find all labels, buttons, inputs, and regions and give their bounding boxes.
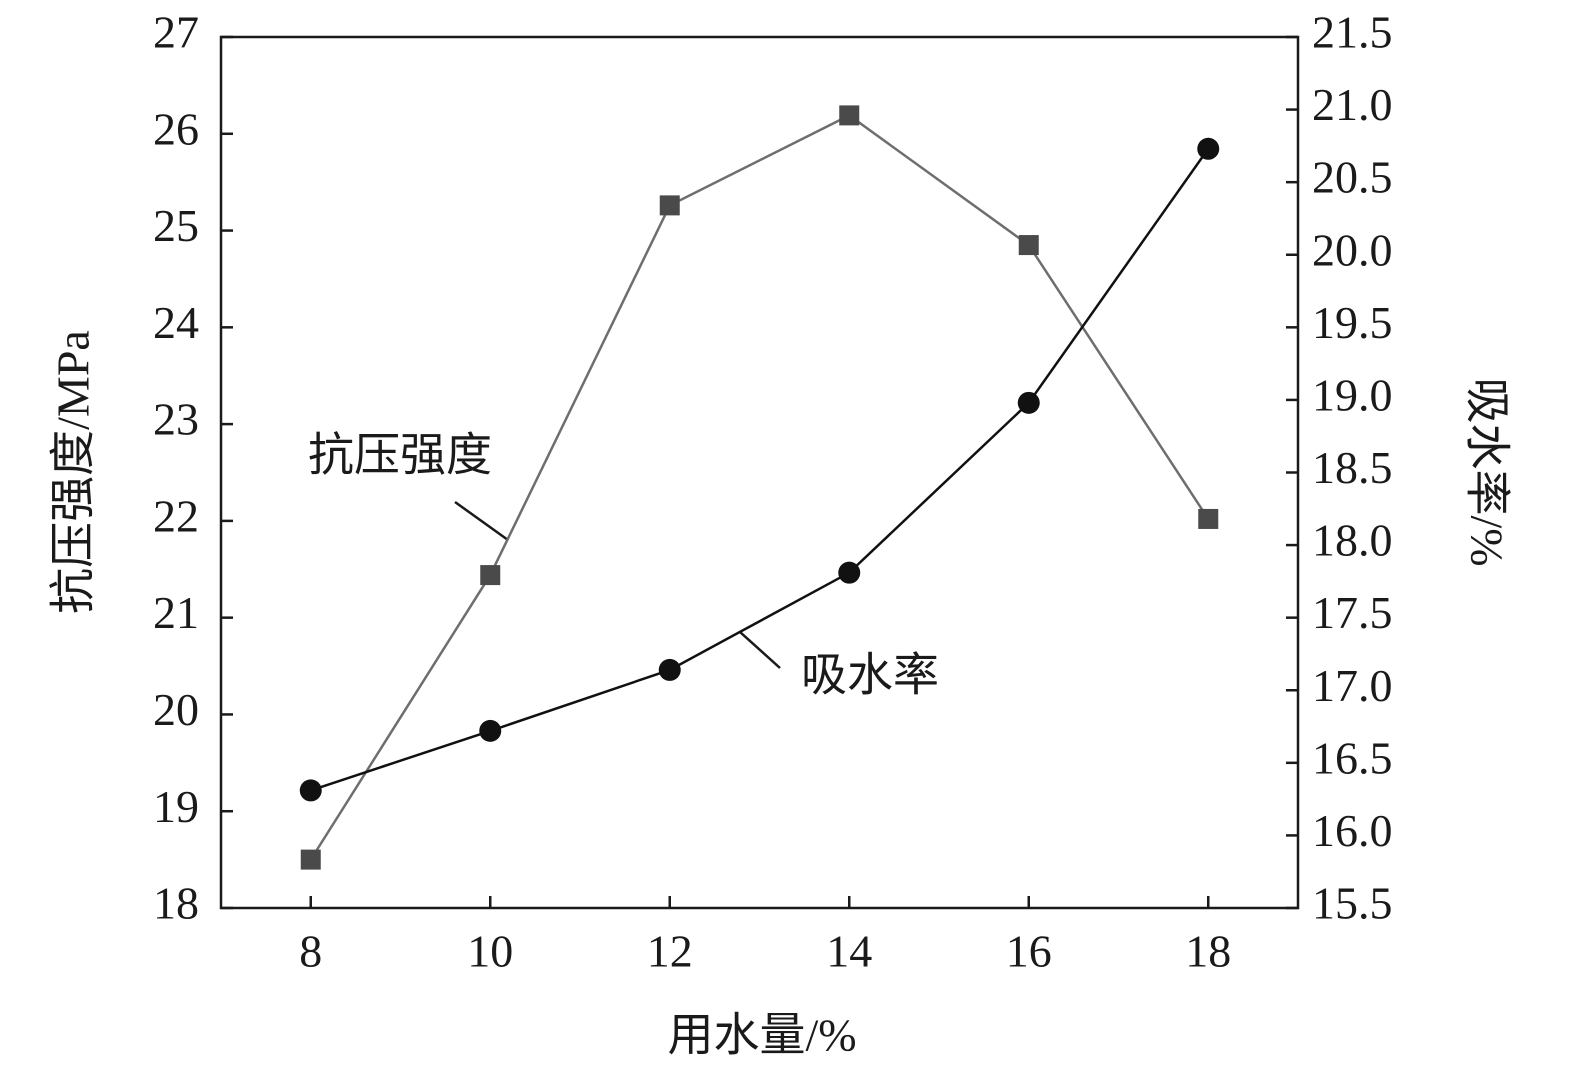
- marker: [1018, 235, 1039, 256]
- series-annotation: 吸水率: [801, 650, 939, 701]
- y2-tick-label: 16.5: [1312, 732, 1393, 783]
- x-tick-label: 16: [1006, 926, 1052, 977]
- y2-tick-label: 18.5: [1312, 442, 1393, 493]
- y2-tick-label: 18.0: [1312, 515, 1393, 566]
- marker: [1017, 391, 1040, 414]
- y-tick-label: 27: [153, 7, 199, 58]
- x-tick-label: 14: [826, 926, 872, 977]
- marker: [1198, 508, 1219, 529]
- y2-tick-label: 19.5: [1312, 297, 1393, 348]
- x-tick-label: 8: [299, 926, 322, 977]
- series-line: [310, 148, 1210, 792]
- marker: [1197, 137, 1220, 160]
- marker: [300, 849, 321, 870]
- x-tick-label: 18: [1185, 926, 1231, 977]
- y-tick-label: 19: [153, 781, 199, 832]
- y-tick-label: 23: [153, 394, 199, 445]
- marker: [480, 565, 501, 586]
- annotation-leader: [454, 500, 509, 542]
- y-tick-label: 21: [153, 587, 199, 638]
- y2-tick-label: 17.5: [1312, 587, 1393, 638]
- y2-tick-label: 16.0: [1312, 805, 1393, 856]
- y-axis-label: 抗压强度/MPa: [48, 330, 99, 614]
- marker: [839, 105, 860, 126]
- y-tick-label: 22: [153, 490, 199, 541]
- marker: [299, 779, 322, 802]
- x-tick-label: 12: [647, 926, 693, 977]
- x-axis-label: 用水量/%: [667, 1010, 856, 1061]
- y-tick-label: 25: [153, 200, 199, 251]
- series-annotation: 抗压强度: [308, 430, 492, 481]
- y2-tick-label: 21.0: [1312, 79, 1393, 130]
- y2-tick-label: 21.5: [1312, 7, 1393, 58]
- x-tick-label: 10: [467, 926, 513, 977]
- marker: [658, 658, 681, 681]
- y2-tick-label: 15.5: [1312, 878, 1393, 929]
- y2-tick-label: 20.0: [1312, 224, 1393, 275]
- y2-axis-label: 吸水率/%: [1461, 377, 1512, 566]
- marker: [659, 195, 680, 216]
- marker: [479, 719, 502, 742]
- series-line: [309, 113, 1210, 861]
- y-tick-label: 18: [153, 878, 199, 929]
- y2-tick-label: 19.0: [1312, 369, 1393, 420]
- y-tick-label: 24: [153, 297, 199, 348]
- y2-tick-label: 17.0: [1312, 660, 1393, 711]
- marker: [838, 561, 861, 584]
- y-tick-label: 20: [153, 684, 199, 735]
- annotation-leader: [739, 631, 781, 669]
- y-tick-label: 26: [153, 103, 199, 154]
- y2-tick-label: 20.5: [1312, 152, 1393, 203]
